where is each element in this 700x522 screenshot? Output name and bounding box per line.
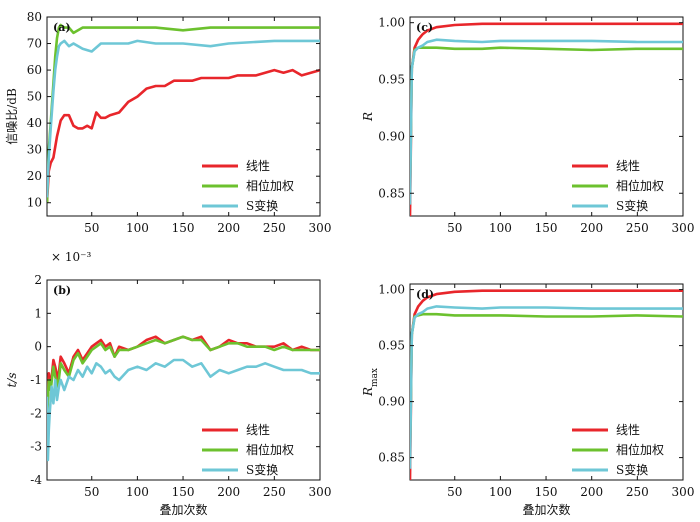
legend-label-stransform: S变换 xyxy=(246,462,278,477)
y-axis-label: Rmax xyxy=(361,368,380,397)
series-line-stransform xyxy=(47,39,320,198)
chart-panel-d: 50 100 150 200 250 300 0.85 0.90 0.95 1.00 (d) Rmax… xyxy=(361,283,694,517)
series-line-linear xyxy=(410,289,683,480)
y-tick-label: 1.00 xyxy=(378,283,405,297)
y-tick-label: 1.00 xyxy=(378,16,405,30)
legend-label-stransform: S变换 xyxy=(246,198,278,213)
y-scale-note: × 10⁻³ xyxy=(51,250,91,264)
x-tick-label: 300 xyxy=(672,221,695,235)
y-tick-label: 2 xyxy=(34,273,42,287)
panel-label: (c) xyxy=(416,21,433,34)
y-axis-label: t/s xyxy=(5,372,19,387)
series-line-stransform xyxy=(47,358,320,462)
y-tick-label: 70 xyxy=(27,37,42,51)
y-tick-label: 0.95 xyxy=(378,73,405,87)
series-group xyxy=(410,289,683,480)
y-tick-label: 20 xyxy=(27,169,42,183)
x-axis-label: 叠加次数 xyxy=(159,502,207,517)
x-tick-label: 100 xyxy=(126,221,149,235)
y-tick-label: -2 xyxy=(30,406,42,420)
chart-panel-b: 50 100 150 200 250 300 -4 -3 -2 -1 0 1 2 (b) t/s × 10⁻³… xyxy=(5,250,331,517)
x-tick-label: 300 xyxy=(309,485,332,499)
x-tick-label: 200 xyxy=(217,221,240,235)
x-tick-label: 300 xyxy=(672,485,695,499)
series-line-phase xyxy=(47,335,320,421)
x-tick-label: 150 xyxy=(172,221,195,235)
series-line-stransform xyxy=(410,305,683,469)
y-tick-label: -3 xyxy=(30,440,42,454)
y-tick-label: 1 xyxy=(34,306,42,320)
x-tick-label: 200 xyxy=(580,485,603,499)
x-tick-label: 300 xyxy=(309,221,332,235)
panel-label: (a) xyxy=(53,21,71,34)
y-tick-label: 0.90 xyxy=(378,129,405,143)
series-line-linear xyxy=(47,68,320,203)
series-line-linear xyxy=(410,22,683,216)
x-tick-label: 150 xyxy=(535,485,558,499)
y-tick-label: 0.90 xyxy=(378,395,405,409)
legend-label-phase: 相位加权 xyxy=(616,178,664,193)
chart-panel-c: 50 100 150 200 250 300 0.85 0.90 0.95 1.00 (c) R 线性相… xyxy=(361,16,694,235)
legend-label-phase: 相位加权 xyxy=(246,442,294,457)
x-axis-label: 叠加次数 xyxy=(522,502,570,517)
x-tick-label: 150 xyxy=(172,485,195,499)
y-tick-label: 50 xyxy=(27,90,42,104)
y-tick-label: 0.85 xyxy=(378,451,405,465)
x-tick-label: 50 xyxy=(447,221,462,235)
y-axis-label-subscript: max xyxy=(370,368,380,387)
x-tick-label: 150 xyxy=(535,221,558,235)
y-tick-label: 0 xyxy=(34,340,42,354)
legend-label-linear: 线性 xyxy=(616,159,640,173)
x-tick-label: 200 xyxy=(580,221,603,235)
y-tick-label: 10 xyxy=(27,196,42,210)
legend-label-phase: 相位加权 xyxy=(246,178,294,193)
legend-label-linear: 线性 xyxy=(616,423,640,437)
y-tick-label: 60 xyxy=(27,63,42,77)
series-group xyxy=(410,22,683,216)
y-tick-label: -1 xyxy=(30,373,42,387)
series-group xyxy=(47,23,320,203)
x-tick-label: 250 xyxy=(626,485,649,499)
y-tick-label: 80 xyxy=(27,10,42,24)
series-line-stransform xyxy=(410,38,683,205)
legend-label-stransform: S变换 xyxy=(616,462,648,477)
chart-panel-a: 50 100 150 200 250 300 10 20 30 40 50 60 70 80 (a) 信噪比/… xyxy=(5,10,331,235)
y-tick-label: 0.85 xyxy=(378,186,405,200)
x-tick-label: 100 xyxy=(489,221,512,235)
legend-label-stransform: S变换 xyxy=(616,198,648,213)
y-tick-label: 40 xyxy=(27,116,42,130)
panel-label: (b) xyxy=(53,284,71,297)
legend-label-phase: 相位加权 xyxy=(616,442,664,457)
y-axis-label: 信噪比/dB xyxy=(5,88,19,145)
series-group xyxy=(47,335,320,462)
x-tick-label: 250 xyxy=(626,221,649,235)
panel-label: (d) xyxy=(416,288,434,301)
x-tick-label: 100 xyxy=(489,485,512,499)
x-tick-label: 200 xyxy=(217,485,240,499)
x-tick-label: 250 xyxy=(263,485,286,499)
y-tick-label: 30 xyxy=(27,143,42,157)
legend-label-linear: 线性 xyxy=(246,159,270,173)
series-line-phase xyxy=(410,46,683,194)
x-tick-label: 250 xyxy=(263,221,286,235)
y-tick-label: -4 xyxy=(30,473,42,487)
x-tick-label: 50 xyxy=(84,221,99,235)
x-tick-label: 50 xyxy=(84,485,99,499)
legend-label-linear: 线性 xyxy=(246,423,270,437)
x-tick-label: 50 xyxy=(447,485,462,499)
y-axis-label: R xyxy=(361,112,375,122)
x-tick-label: 100 xyxy=(126,485,149,499)
y-tick-label: 0.95 xyxy=(378,339,405,353)
series-line-phase xyxy=(410,312,683,458)
